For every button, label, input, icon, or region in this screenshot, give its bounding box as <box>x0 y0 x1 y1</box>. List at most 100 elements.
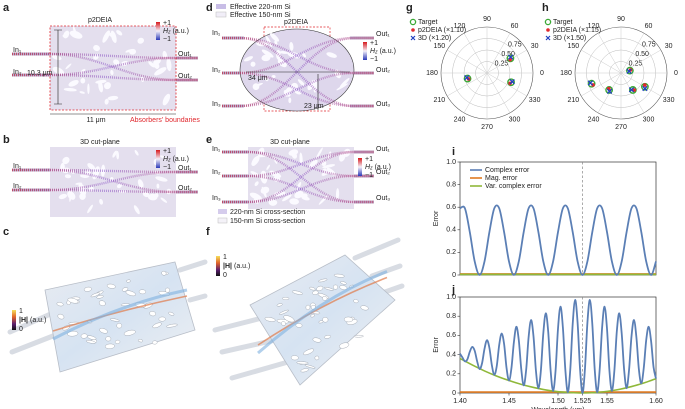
colorbar-min: −1 <box>370 56 378 63</box>
dimension <box>54 29 62 105</box>
label: 10.3 μm <box>27 70 53 77</box>
hole <box>58 193 68 200</box>
hole <box>110 69 114 76</box>
hole <box>244 56 254 62</box>
hole <box>261 49 274 58</box>
r-tick-label: 0.75 <box>508 42 522 49</box>
colorbar-max: 1 <box>223 254 227 261</box>
hole <box>65 63 72 70</box>
legend-marker <box>545 35 551 41</box>
theta-tick-label: 90 <box>617 16 625 23</box>
hole <box>289 41 294 51</box>
colorbar <box>156 150 160 168</box>
label: Out₂ <box>178 185 192 192</box>
label: Out₂ <box>376 169 390 176</box>
theta-tick-label: 210 <box>434 97 446 104</box>
label: Out₁ <box>178 51 192 58</box>
line <box>459 357 657 394</box>
field-3d <box>257 270 388 355</box>
panel-label: e <box>206 134 212 146</box>
waveguide-3d <box>219 337 278 355</box>
hole <box>56 302 64 307</box>
hole <box>283 89 291 97</box>
theta-tick-label: 180 <box>560 70 572 77</box>
hole <box>294 190 304 199</box>
hole <box>339 77 350 88</box>
hole <box>323 287 334 291</box>
point <box>642 85 648 92</box>
label: Out₂ <box>178 73 192 80</box>
colorbar-min: −1 <box>365 172 373 179</box>
colorbar-max: +1 <box>365 156 373 163</box>
legend-marker <box>409 18 417 26</box>
panel-label: f <box>206 226 210 238</box>
waveguide-3d <box>229 359 291 381</box>
hole <box>307 79 316 91</box>
polar-spoke <box>463 72 488 113</box>
hole <box>113 59 120 65</box>
hole <box>305 304 311 310</box>
legend-swatch <box>218 209 227 214</box>
hole <box>98 300 106 307</box>
label: In₁ <box>212 30 221 37</box>
point <box>507 54 514 60</box>
theta-tick-label: 330 <box>529 97 541 104</box>
colorbar-unit: (a.u.) <box>30 317 46 324</box>
theta-tick-label: 0 <box>674 70 678 77</box>
y-tick-label: 0.8 <box>446 181 456 188</box>
hole <box>133 205 140 215</box>
colorbar <box>358 158 362 176</box>
colorbar <box>156 22 160 40</box>
colorbar-max: 1 <box>19 308 23 315</box>
hole <box>52 55 62 61</box>
legend-entry: Effective 220-nm Si <box>230 4 291 11</box>
line <box>459 204 657 276</box>
colorbar-unit: (a.u.) <box>380 48 396 55</box>
legend-swatch <box>216 4 226 9</box>
theta-tick-label: 30 <box>665 43 673 50</box>
hole <box>250 61 256 67</box>
hole <box>100 164 106 177</box>
hole <box>116 30 123 36</box>
hole <box>125 290 136 297</box>
colorbar-sub: z <box>374 50 378 56</box>
theta-tick-label: 240 <box>454 117 466 124</box>
field <box>12 73 198 82</box>
hole <box>336 83 348 91</box>
hole <box>288 97 292 104</box>
hole <box>104 98 109 105</box>
legend-entry: p2DEIA (×1.10) <box>418 27 466 34</box>
colorbar-sub: z <box>369 166 373 172</box>
legend-entry: Target <box>418 19 438 26</box>
hole <box>318 320 324 324</box>
hole <box>99 198 104 205</box>
colorbar <box>12 310 16 330</box>
hole <box>68 80 79 87</box>
hole <box>318 194 329 205</box>
point <box>587 79 596 88</box>
hole <box>87 204 93 214</box>
hole <box>316 147 323 159</box>
legend-entry: 220-nm Si cross-section <box>230 209 305 216</box>
hole <box>308 159 318 170</box>
colorbar-unit: (a.u.) <box>173 156 189 163</box>
hole <box>116 323 123 329</box>
hole <box>326 52 337 58</box>
hole <box>314 355 320 361</box>
field-3d <box>52 295 188 332</box>
label: 3D cut-plane <box>80 139 120 146</box>
colorbar-symbol: H <box>163 156 169 163</box>
hole <box>278 51 290 54</box>
r-tick-label: 0.25 <box>629 60 643 67</box>
label: In₂ <box>13 69 22 76</box>
hole <box>335 188 340 200</box>
hole <box>296 181 302 191</box>
y-tick-label: 0 <box>452 390 456 397</box>
hole <box>62 34 69 38</box>
hole <box>316 285 324 291</box>
point <box>463 74 472 83</box>
label: p2DEIA <box>88 17 112 24</box>
hole <box>290 355 299 361</box>
hole <box>72 26 77 36</box>
